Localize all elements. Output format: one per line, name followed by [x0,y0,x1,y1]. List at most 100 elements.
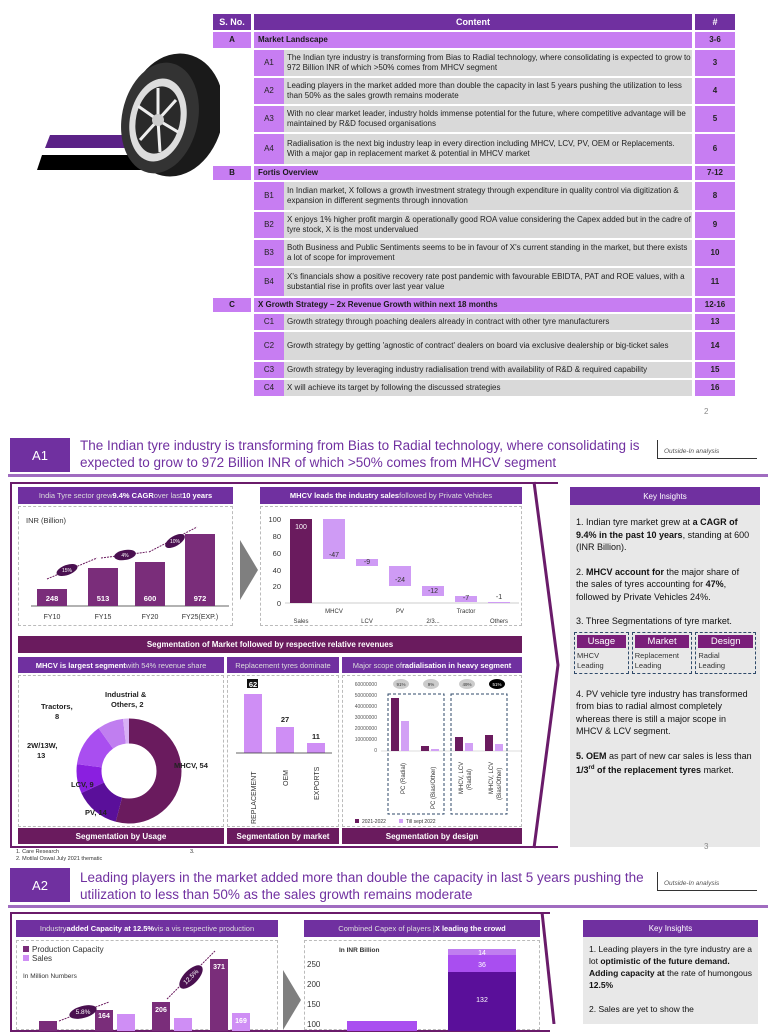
toc-item-text[interactable]: X's financials show a positive recovery … [284,268,692,296]
svg-text:513: 513 [97,594,110,603]
svg-text:Others: Others [490,619,508,625]
svg-text:100: 100 [295,524,307,531]
toc-item-page: 13 [695,314,735,330]
insight-1: 1. Leading players in the tyre industry … [589,944,753,990]
toc-item-id: B3 [254,240,284,266]
frame-chevron-decoration [532,481,560,849]
svg-text:132: 132 [476,997,488,1004]
svg-text:62: 62 [249,680,257,689]
toc-item-text[interactable]: Growth strategy through poaching dealers… [284,314,692,330]
svg-text:2W/13W,: 2W/13W, [27,741,57,750]
toc-section-id: C [213,298,251,312]
toc-item-text[interactable]: X will achieve its target by following t… [284,380,692,396]
svg-text:50000000: 50000000 [355,693,377,699]
svg-text:5.8%: 5.8% [76,1009,91,1016]
key-insights-panel: Key Insights 1. Leading players in the t… [583,920,758,1024]
svg-text:-1: -1 [496,594,502,601]
svg-text:100: 100 [307,1020,321,1029]
svg-text:164: 164 [98,1013,110,1020]
svg-text:27: 27 [281,715,289,724]
segment-design: Design Radial Leading [695,631,757,674]
svg-text:PV, 14: PV, 14 [85,808,108,817]
toc-section-title[interactable]: Market Landscape [254,32,692,48]
slide-badge: A2 [10,868,70,902]
toc-item-text[interactable]: X enjoys 1% higher profit margin & opera… [284,212,692,238]
svg-text:MHCV: MHCV [325,609,343,615]
svg-text:36: 36 [478,962,486,969]
svg-text:10%: 10% [170,539,181,545]
toc-item-text[interactable]: Radialisation is the next big industry l… [284,134,692,164]
toc-section-title[interactable]: X Growth Strategy – 2x Revenue Growth wi… [254,298,692,312]
toc-item-text[interactable]: Growth strategy by leveraging industry r… [284,362,692,378]
svg-text:20000000: 20000000 [355,726,377,732]
footnote: 1. Care Research [16,849,60,855]
toc-header-sno: S. No. [213,14,251,30]
market-bar-chart: 62 27 11 REPLACEMENT OEM EXPORTS [227,675,339,827]
toc-item-page: 14 [695,332,735,360]
svg-text:0: 0 [374,748,377,754]
toc-item-text[interactable]: The Indian tyre industry is transforming… [284,50,692,76]
toc-item-text[interactable]: Both Business and Public Sentiments seem… [284,240,692,266]
toc-item-text[interactable]: In Indian market, X follows a growth inv… [284,182,692,210]
svg-text:91%: 91% [396,682,405,687]
design-panel-footer: Segmentation by design [342,828,522,844]
insight-2: 2. MHCV account for the major share of t… [576,566,740,602]
svg-text:2/3...: 2/3... [426,619,440,625]
usage-panel-footer: Segmentation by Usage [18,828,224,844]
svg-text:11: 11 [312,732,320,741]
svg-text:14: 14 [478,950,486,957]
insight-3: 3. Three Segmentations of tyre market. [576,616,732,626]
divider [8,474,768,477]
toc-item-page: 8 [695,182,735,210]
toc-item-page: 5 [695,106,735,132]
usage-donut-chart: MHCV, 54 PV, 14 LCV, 9 2W/13W, 13 Tractor… [18,675,224,827]
design-bar-chart: 60000000 50000000 40000000 30000000 2000000… [342,675,522,827]
toc-section-pages: 7-12 [695,166,735,180]
footnote: 2. Motilal Oswal July 2021 thematic [16,856,103,862]
capex-y-unit: In INR Billion [339,947,380,954]
segment-usage: Usage MHCV Leading [574,631,629,674]
usage-panel-title: MHCV is largest segment with 54% revenue… [18,657,224,673]
toc-section-title[interactable]: Fortis Overview [254,166,692,180]
slide-badge: A1 [10,438,70,472]
toc-item-page: 10 [695,240,735,266]
toc-item-page: 6 [695,134,735,164]
svg-text:Others, 2: Others, 2 [111,700,144,709]
svg-text:80: 80 [273,532,281,541]
svg-text:Tractor: Tractor [457,609,476,615]
sales-panel-title: MHCV leads the industry sales followed b… [260,487,522,504]
slide-title: The Indian tyre industry is transforming… [80,438,640,470]
svg-text:150: 150 [307,1000,321,1009]
svg-text:49%: 49% [462,682,471,687]
insight-2: 2. Sales are yet to show the [589,1004,694,1014]
toc-item-id: C1 [254,314,284,330]
toc-item-id: A1 [254,50,284,76]
toc-item-id: B2 [254,212,284,238]
toc-item-id: A4 [254,134,284,164]
growth-chart: INR (Billion) 15% 4% 10% 248 513 600 972… [18,506,233,626]
capacity-y-unit: In Million Numbers [23,973,77,980]
toc-item-text[interactable]: Growth strategy by getting 'agnostic of … [284,332,692,360]
svg-text:EXPORTS: EXPORTS [314,766,321,800]
svg-text:MHCV, LCV: MHCV, LCV [459,762,465,794]
toc-item-text[interactable]: Leading players in the market added more… [284,78,692,104]
toc-item-page: 9 [695,212,735,238]
toc-header-page: # [695,14,735,30]
toc-section-pages: 12-16 [695,298,735,312]
content-frame [10,482,558,848]
svg-text:Industrial &: Industrial & [105,690,147,699]
svg-text:8: 8 [55,712,59,721]
page-number: 2 [704,407,709,416]
svg-text:0: 0 [277,599,281,608]
svg-text:(Bias/Other): (Bias/Other) [497,768,503,800]
svg-text:972: 972 [194,594,207,603]
svg-text:169: 169 [235,1018,247,1025]
svg-text:4%: 4% [121,553,129,559]
toc-section-id: A [213,32,251,48]
svg-text:60000000: 60000000 [355,682,377,688]
analysis-tag: Outside-In analysis [657,440,757,459]
frame-chevron-decoration [540,912,556,1024]
toc-item-text[interactable]: With no clear market leader, industry ho… [284,106,692,132]
toc-item-id: C4 [254,380,284,396]
slide-title: Leading players in the market added more… [80,870,644,902]
